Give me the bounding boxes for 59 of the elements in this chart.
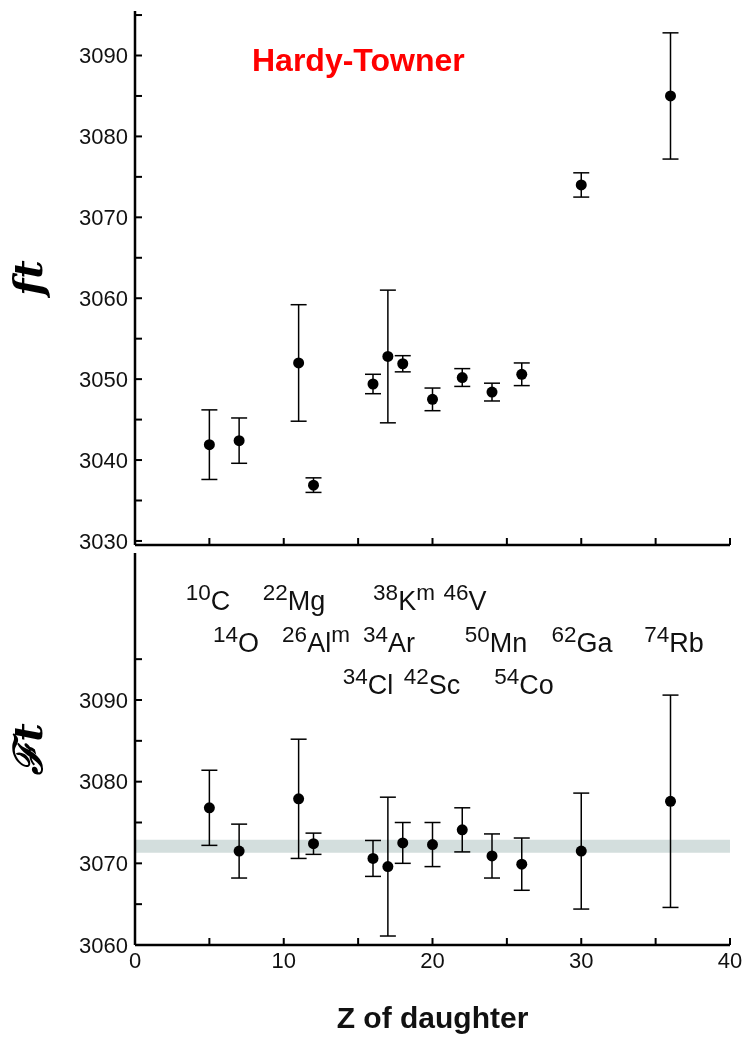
- point: [308, 479, 319, 491]
- point: [456, 824, 468, 836]
- point: [367, 378, 379, 390]
- annotation: $^{74}$Rb: [644, 621, 704, 658]
- annotation: $^{42}$Sc: [403, 663, 461, 700]
- point: [427, 393, 438, 405]
- point: [665, 90, 676, 102]
- x-tick-label: 30: [569, 947, 594, 973]
- annotation: $^{34}$Ar: [362, 621, 416, 658]
- point: [203, 802, 215, 814]
- point: [516, 858, 528, 870]
- point: [308, 838, 319, 850]
- point: [293, 357, 305, 369]
- point: [203, 439, 215, 451]
- y-axis-title: ℱt: [4, 722, 52, 775]
- annotation: $^{34}$Cl: [342, 663, 394, 700]
- point: [382, 350, 394, 362]
- y-tick-label: 3090: [79, 43, 128, 69]
- y-tick-label: 3090: [79, 687, 128, 713]
- x-tick-label: 0: [128, 947, 142, 973]
- annotation: $^{62}$Ga: [551, 621, 613, 658]
- y-tick-label: 3030: [79, 528, 128, 554]
- y-tick-label: 3080: [79, 124, 128, 150]
- x-tick-label: 20: [420, 947, 445, 973]
- point: [665, 795, 676, 807]
- y-axis-title: ft: [4, 259, 52, 299]
- point: [427, 839, 438, 851]
- point: [397, 358, 409, 370]
- point: [516, 368, 528, 380]
- annotation: $^{38}$K$^{m}$: [373, 579, 435, 616]
- y-tick-label: 3060: [79, 286, 128, 312]
- annotation: $^{26}$Al$^{m}$: [282, 621, 350, 658]
- annotation: $^{46}$V: [443, 579, 487, 616]
- x-axis-title: Z of daughter: [336, 1001, 529, 1034]
- annotation: $^{50}$Mn: [464, 621, 528, 658]
- point: [486, 386, 498, 398]
- point: [575, 845, 587, 857]
- point: [486, 850, 498, 862]
- annotation: $^{10}$C: [185, 579, 231, 616]
- point: [367, 852, 379, 864]
- point: [397, 837, 409, 849]
- point: [233, 845, 245, 857]
- y-tick-label: 3070: [79, 851, 128, 877]
- point: [382, 861, 394, 873]
- annotation: $^{14}$O: [212, 621, 260, 658]
- annotation: $^{22}$Mg: [262, 579, 326, 616]
- y-tick-label: 3040: [79, 447, 128, 473]
- x-tick-label: 40: [717, 947, 743, 973]
- annotation: $^{54}$Co: [494, 663, 554, 700]
- point: [575, 179, 587, 191]
- y-tick-label: 3070: [79, 205, 128, 231]
- y-tick-label: 3080: [79, 769, 128, 795]
- y-tick-label: 3060: [79, 932, 128, 958]
- point: [233, 435, 245, 447]
- y-tick-label: 3050: [79, 366, 128, 392]
- text: Hardy-Towner: [252, 42, 465, 79]
- x-tick-label: 10: [271, 947, 296, 973]
- point: [456, 372, 468, 384]
- point: [293, 793, 305, 805]
